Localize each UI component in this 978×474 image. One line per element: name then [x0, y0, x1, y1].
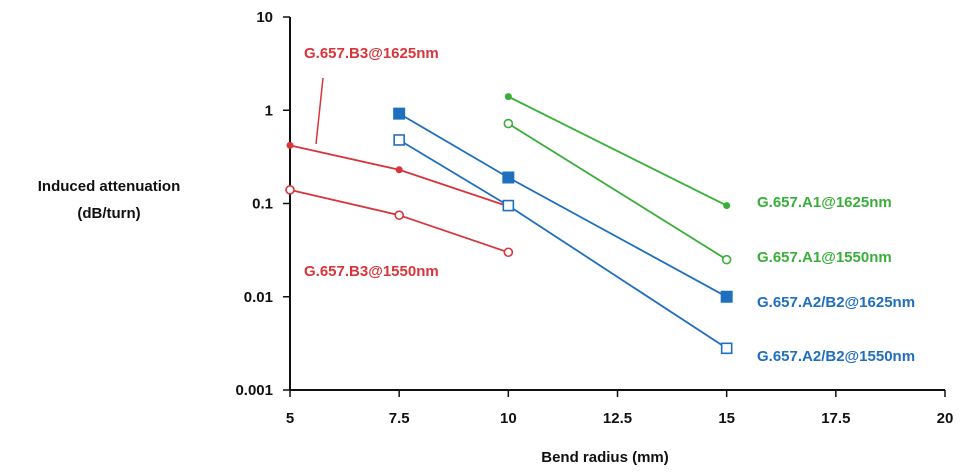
data-point — [393, 134, 405, 146]
data-point — [720, 290, 733, 303]
data-point — [394, 210, 404, 220]
data-point — [286, 141, 294, 149]
b3-1625-leader-line — [315, 77, 324, 145]
label-a1-1550: G.657.A1@1550nm — [757, 249, 892, 266]
y-tick-label: 0.1 — [252, 196, 273, 213]
y-tick-label: 1 — [265, 102, 273, 119]
x-tick-label: 10 — [500, 410, 517, 427]
data-point — [393, 107, 406, 120]
series-line — [289, 189, 509, 254]
y-tick-label: 0.001 — [235, 382, 273, 399]
series-line — [398, 112, 728, 298]
label-a2b2-1625: G.657.A2/B2@1625nm — [757, 294, 915, 311]
x-tick-label: 20 — [937, 410, 954, 427]
tick-labels: 5 7.5 10 12.5 15 17.5 20 0.001 0.01 0.1 1 10 — [235, 9, 953, 427]
data-point — [720, 342, 733, 355]
series-markers — [285, 93, 733, 355]
data-point — [504, 93, 512, 101]
x-tick-label: 5 — [286, 410, 294, 427]
label-a2b2-1550: G.657.A2/B2@1550nm — [757, 348, 915, 365]
series-line — [398, 139, 728, 350]
series-line — [507, 122, 728, 261]
data-point — [395, 166, 403, 174]
y-tick-label: 10 — [256, 9, 273, 26]
x-tick-label: 12.5 — [603, 410, 632, 427]
data-point — [721, 254, 732, 265]
data-point — [723, 202, 731, 210]
y-axis-title-line-1: Induced attenuation — [38, 178, 181, 195]
data-point — [502, 199, 515, 212]
x-axis-title: Bend radius (mm) — [541, 449, 669, 466]
data-point — [502, 171, 515, 184]
data-point — [503, 247, 514, 258]
y-tick-label: 0.01 — [244, 289, 273, 306]
y-axis-title-line-2: (dB/turn) — [77, 205, 140, 222]
label-a1-1625: G.657.A1@1625nm — [757, 194, 892, 211]
label-b3-1550: G.657.B3@1550nm — [304, 263, 439, 280]
data-point — [285, 185, 295, 195]
x-tick-label: 15 — [718, 410, 735, 427]
series-line — [507, 95, 728, 207]
label-b3-1625: G.657.B3@1625nm — [304, 45, 439, 62]
x-tick-label: 17.5 — [821, 410, 850, 427]
series-lines — [289, 95, 728, 350]
x-tick-label: 7.5 — [389, 410, 410, 427]
data-point — [503, 118, 514, 129]
tick-marks — [283, 16, 946, 397]
